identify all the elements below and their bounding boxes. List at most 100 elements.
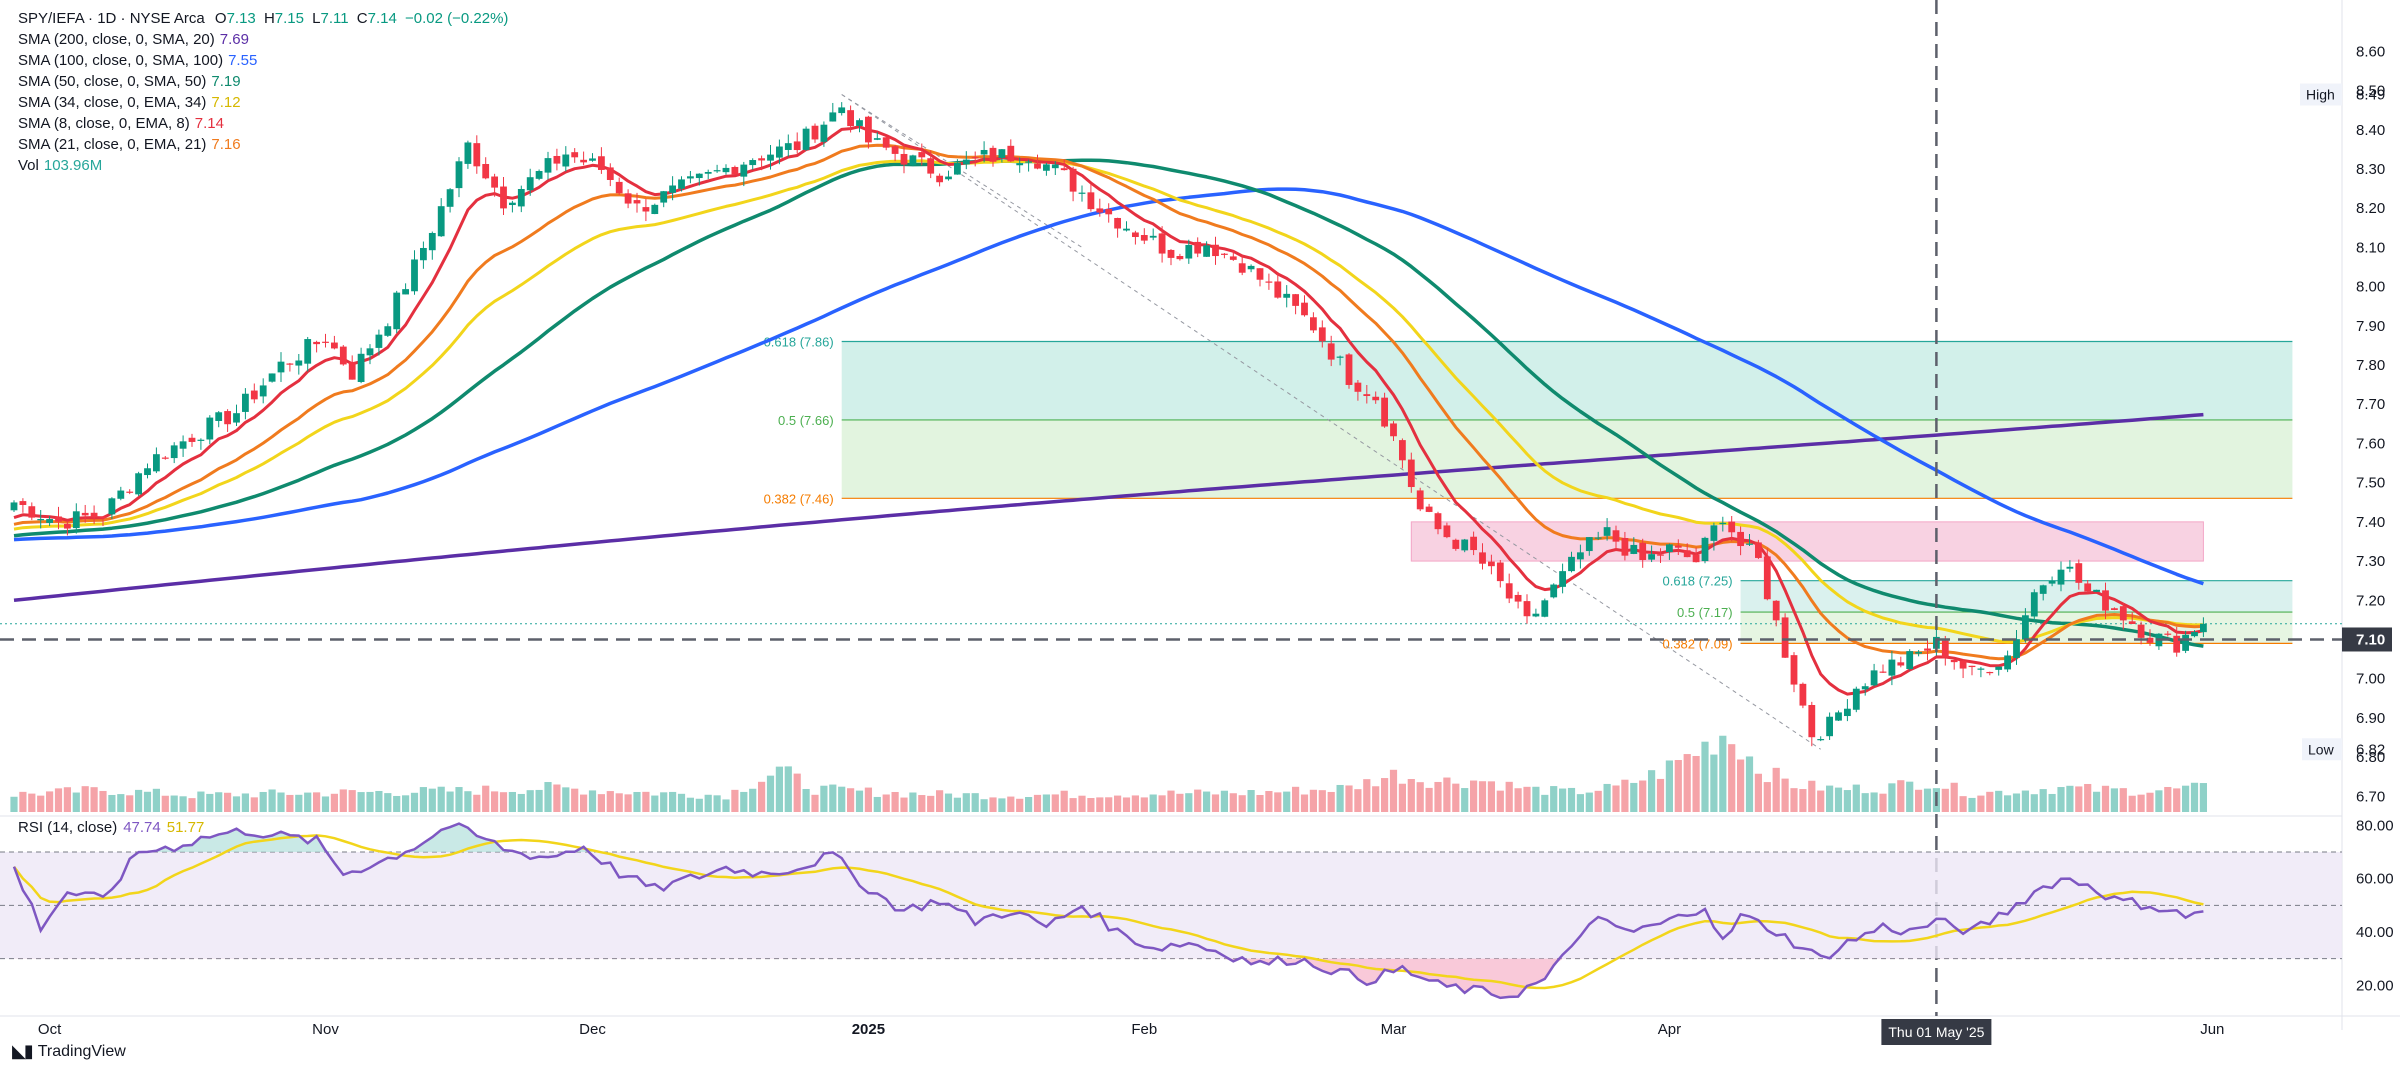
candle: [571, 148, 579, 163]
candle: [793, 132, 801, 154]
candle-body: [277, 361, 285, 373]
legend-o-value: 7.13: [226, 10, 256, 27]
candle-body: [1149, 235, 1157, 238]
volume-bar: [642, 791, 650, 812]
candle: [1594, 531, 1602, 540]
candle: [72, 503, 80, 534]
candle: [1212, 236, 1219, 265]
candle: [55, 506, 62, 530]
volume-bar: [268, 789, 276, 812]
candle-body: [46, 519, 53, 523]
candle: [1016, 157, 1024, 173]
candle-body: [2066, 566, 2074, 569]
candle: [1238, 255, 1246, 276]
legend-c-label: C: [356, 10, 368, 27]
candle-body: [1016, 163, 1024, 166]
legend-sma200[interactable]: SMA (200, close, 0, SMA, 20) 7.69: [18, 29, 508, 50]
candle: [1051, 161, 1059, 175]
candle-body: [598, 156, 605, 170]
candle: [740, 161, 748, 187]
candle: [1897, 656, 1905, 668]
candle-body: [108, 498, 116, 515]
legend-ema34[interactable]: SMA (34, close, 0, EMA, 34) 7.12: [18, 92, 508, 113]
candle: [642, 198, 650, 222]
legend-ema34-value: 7.12: [211, 94, 241, 111]
tradingview-footer[interactable]: ◣▮ TradingView: [12, 1041, 126, 1062]
candle: [1114, 217, 1121, 238]
legend-sma100[interactable]: SMA (100, close, 0, SMA, 100) 7.55: [18, 50, 508, 71]
candle-body: [2048, 580, 2056, 584]
legend-title: SPY/IEFA · 1D · NYSE Arca: [18, 10, 205, 27]
high-label-text: High: [2306, 86, 2335, 102]
price-tick-label: 6.80: [2356, 749, 2385, 766]
candle: [1096, 198, 1104, 217]
candle: [224, 409, 231, 432]
candle: [446, 188, 454, 213]
candle: [2111, 607, 2118, 611]
fib-upper-label-1: 0.5 (7.66): [778, 413, 834, 428]
crosshair-date-text: Thu 01 May '25: [1888, 1024, 1984, 1040]
rsi-legend[interactable]: RSI (14, close) 47.74 51.77: [18, 819, 210, 836]
volume-bar: [633, 791, 641, 812]
volume-bar: [731, 789, 739, 812]
candle-body: [1025, 161, 1032, 163]
legend-ema8-value: 7.14: [194, 115, 224, 132]
candle: [589, 153, 596, 162]
volume-bar: [838, 786, 846, 812]
volume-bar: [891, 791, 899, 812]
volume-bar: [143, 791, 152, 812]
candle-body: [1194, 241, 1202, 254]
candle: [1683, 543, 1691, 558]
candle: [1995, 666, 2003, 676]
time-tick-label: 2025: [852, 1021, 885, 1038]
candle: [553, 148, 561, 171]
volume-bar: [1372, 786, 1380, 812]
volume-bar: [10, 796, 18, 812]
price-tick-label: 8.20: [2356, 200, 2385, 217]
candle: [526, 168, 534, 196]
fib-lower-zone-618: [1740, 580, 2293, 613]
candle: [268, 373, 276, 383]
sma-50-line: [13, 158, 2204, 648]
candle-body: [2128, 621, 2136, 624]
fib-upper-label-2: 0.382 (7.46): [764, 491, 834, 506]
candle-body: [1416, 490, 1424, 510]
candle-body: [767, 154, 774, 161]
candle: [873, 132, 881, 141]
volume-bar: [375, 790, 383, 812]
candle-body: [1434, 513, 1442, 530]
legend-volume[interactable]: Vol 103.96M: [18, 155, 508, 176]
candle-body: [348, 361, 356, 380]
candle: [891, 145, 899, 162]
candle: [606, 163, 614, 187]
candle: [1390, 421, 1397, 441]
candle: [1496, 560, 1504, 588]
candle-body: [1879, 671, 1887, 673]
volume-bar: [1950, 782, 1958, 812]
rsi-overbought-fill: [14, 823, 2204, 852]
candle: [1755, 539, 1762, 560]
volume-bar: [1247, 790, 1255, 812]
candle: [936, 173, 943, 187]
candle: [562, 146, 570, 172]
volume-bar: [1674, 760, 1682, 812]
candle: [1666, 543, 1673, 560]
candle: [259, 378, 267, 404]
volume-bar: [1754, 773, 1762, 812]
volume-bar: [1470, 780, 1478, 812]
volume-bar: [2173, 788, 2181, 812]
candle-body: [331, 342, 338, 349]
volume-bar: [1407, 779, 1415, 812]
legend-ema21[interactable]: SMA (21, close, 0, EMA, 21) 7.16: [18, 134, 508, 155]
volume-bar: [455, 787, 463, 812]
candle: [2173, 626, 2181, 657]
candle: [962, 151, 970, 170]
candle: [1763, 548, 1771, 601]
volume-bar: [1238, 795, 1246, 812]
legend-sma50[interactable]: SMA (50, close, 0, SMA, 50) 7.19: [18, 71, 508, 92]
fib-upper-zone-500: [841, 419, 2293, 499]
volume-bar: [526, 790, 534, 812]
candle: [37, 509, 45, 529]
legend-ema8[interactable]: SMA (8, close, 0, EMA, 8) 7.14: [18, 113, 508, 134]
